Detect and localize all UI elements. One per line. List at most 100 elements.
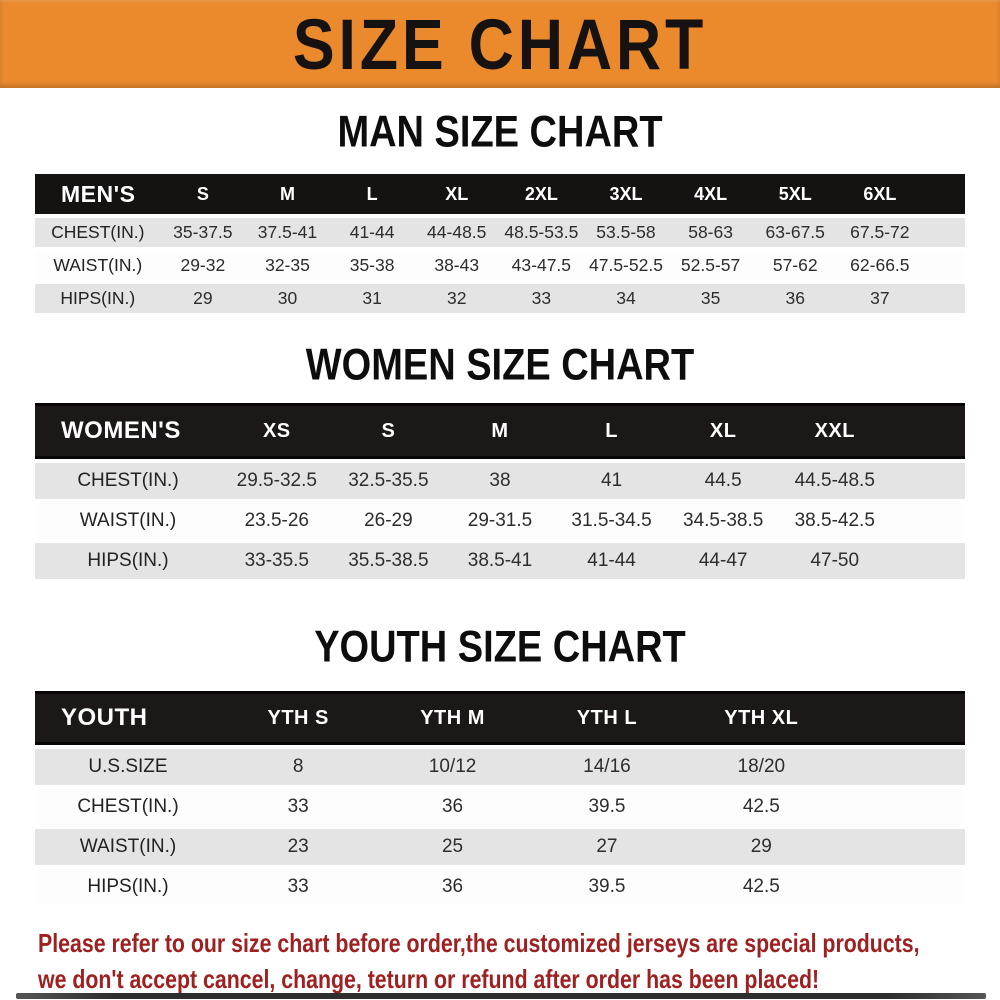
- size-value-cell: 32: [447, 288, 467, 308]
- size-value-cell: 32-35: [265, 255, 310, 275]
- size-value-cell: 36: [441, 876, 464, 897]
- column-header: 5XL: [752, 174, 838, 214]
- size-value-cell: 35-37.5: [173, 222, 233, 242]
- filler-cell: [890, 403, 965, 459]
- filler-cell: [838, 749, 965, 785]
- size-value-cell: 57-62: [772, 255, 818, 275]
- size-value-cell: 41: [601, 470, 623, 491]
- size-value-cell: 41-44: [587, 550, 636, 571]
- size-value-cell: 35.5-38.5: [348, 550, 429, 571]
- size-chart-banner: SIZE CHART: [0, 0, 1000, 88]
- table-row: CHEST(IN.) 29.5-32.5 32.5-35.5 38 41 44.5 44.5…: [35, 463, 965, 499]
- row-label: HIPS(IN.): [87, 876, 169, 897]
- table-row: WAIST(IN.) 29-32 32-35 35-38 38-43 43-47.5 47.…: [35, 251, 965, 280]
- size-value-cell: 35: [700, 288, 721, 308]
- size-value-cell: 39.5: [588, 876, 626, 897]
- size-value-cell: 44.5-48.5: [794, 470, 875, 491]
- size-value-cell: 44-48.5: [427, 222, 487, 242]
- bottom-shadow-bar: [16, 993, 986, 999]
- table-row: U.S.SIZE 8 10/12 14/16 18/20: [35, 749, 965, 785]
- table-header-row: WOMEN'S XS S M L XL XXL: [35, 403, 965, 459]
- size-value-cell: 67.5-72: [850, 222, 910, 242]
- filler-cell: [838, 829, 965, 865]
- filler-cell: [890, 463, 965, 499]
- row-label: HIPS(IN.): [87, 550, 169, 571]
- size-value-cell: 8: [292, 756, 304, 777]
- size-value-cell: 34.5-38.5: [683, 510, 764, 531]
- column-header: 2XL: [499, 174, 584, 214]
- filler-cell: [890, 543, 965, 579]
- size-section-men: MAN SIZE CHART MEN'S S M L XL 2XL 3XL 4XL 5XL 6XL C…: [0, 107, 1000, 317]
- size-value-cell: 33-35.5: [244, 550, 310, 571]
- table-header-row: YOUTH YTH S YTH M YTH L YTH XL: [35, 691, 965, 745]
- table-row: WAIST(IN.) 23 25 27 29: [35, 829, 965, 865]
- size-value-cell: 18/20: [737, 756, 786, 777]
- size-value-cell: 36: [785, 288, 805, 308]
- column-header: YTH XL: [684, 691, 839, 745]
- size-section-youth: YOUTH SIZE CHART YOUTH YTH S YTH M YTH L YTH …: [0, 622, 1000, 909]
- column-header: 6XL: [837, 174, 923, 214]
- column-header: YTH L: [529, 691, 685, 745]
- table-row: HIPS(IN.) 33 36 39.5 42.5: [35, 869, 965, 905]
- size-value-cell: 26-29: [364, 510, 413, 531]
- size-value-cell: 29-32: [180, 255, 226, 275]
- table-row: CHEST(IN.) 33 36 39.5 42.5: [35, 789, 965, 825]
- size-value-cell: 32.5-35.5: [348, 470, 429, 491]
- section-heading: WOMEN SIZE CHART: [305, 340, 695, 390]
- column-header: YTH S: [221, 691, 376, 745]
- size-value-cell: 39.5: [588, 796, 626, 817]
- size-value-cell: 44-47: [698, 550, 748, 571]
- size-value-cell: 42.5: [742, 876, 780, 897]
- size-value-cell: 58-63: [688, 222, 733, 242]
- size-value-cell: 44.5: [704, 470, 742, 491]
- filler-cell: [922, 218, 965, 247]
- size-value-cell: 38: [489, 470, 511, 491]
- column-header: XS: [221, 403, 333, 459]
- size-value-cell: 23: [287, 836, 309, 857]
- size-value-cell: 43-47.5: [511, 255, 572, 275]
- row-label: CHEST(IN.): [77, 470, 179, 491]
- table-row: CHEST(IN.) 35-37.5 37.5-41 41-44 44-48.5 48.5…: [35, 218, 965, 247]
- column-header: 3XL: [583, 174, 669, 214]
- table-category-label: YOUTH: [35, 691, 221, 745]
- row-label: WAIST(IN.): [79, 510, 177, 531]
- size-section-women: WOMEN SIZE CHART WOMEN'S XS S M L XL XXL CHEST(I…: [0, 340, 1000, 583]
- column-header: M: [444, 403, 556, 459]
- size-table-youth: YOUTH YTH S YTH M YTH L YTH XL U.S.SIZE 8 10/12…: [35, 687, 965, 909]
- row-label: CHEST(IN.): [77, 796, 179, 817]
- table-header-row: MEN'S S M L XL 2XL 3XL 4XL 5XL 6XL: [35, 174, 965, 214]
- size-table-women: WOMEN'S XS S M L XL XXL CHEST(IN.) 29.5-32.5 32.5…: [35, 399, 965, 583]
- column-header: YTH M: [375, 691, 530, 745]
- page-title: SIZE CHART: [292, 4, 708, 84]
- table-row: HIPS(IN.) 29 30 31 32 33 34 35 36 37: [35, 284, 965, 313]
- size-value-cell: 33: [287, 876, 309, 897]
- size-value-cell: 42.5: [742, 796, 780, 817]
- table-category-label: WOMEN'S: [35, 403, 221, 459]
- size-value-cell: 36: [441, 796, 464, 817]
- size-value-cell: 41-44: [349, 222, 395, 242]
- size-value-cell: 52.5-57: [680, 255, 741, 275]
- filler-cell: [890, 503, 965, 539]
- column-header: XL: [414, 174, 500, 214]
- size-value-cell: 25: [441, 836, 464, 857]
- size-value-cell: 33: [287, 796, 309, 817]
- size-value-cell: 23.5-26: [244, 510, 310, 531]
- size-value-cell: 38.5-41: [467, 550, 533, 571]
- size-value-cell: 34: [616, 288, 636, 308]
- size-value-cell: 30: [277, 288, 298, 308]
- size-value-cell: 31.5-34.5: [571, 510, 652, 531]
- disclaimer-note: Please refer to our size chart before or…: [38, 925, 1000, 997]
- size-value-cell: 35-38: [349, 255, 395, 275]
- disclaimer-line-1: Please refer to our size chart before or…: [38, 928, 920, 958]
- size-value-cell: 29: [193, 288, 213, 308]
- size-value-cell: 27: [596, 836, 618, 857]
- sections-container: MAN SIZE CHART MEN'S S M L XL 2XL 3XL 4XL 5XL 6XL C…: [0, 107, 1000, 909]
- table-row: WAIST(IN.) 23.5-26 26-29 29-31.5 31.5-34.5 34…: [35, 503, 965, 539]
- size-value-cell: 37.5-41: [257, 222, 318, 242]
- disclaimer-line-2: we don't accept cancel, change, teturn o…: [38, 964, 820, 994]
- filler-cell: [922, 251, 965, 280]
- column-header: L: [555, 403, 668, 459]
- size-value-cell: 29-31.5: [467, 510, 533, 531]
- filler-cell: [922, 174, 965, 214]
